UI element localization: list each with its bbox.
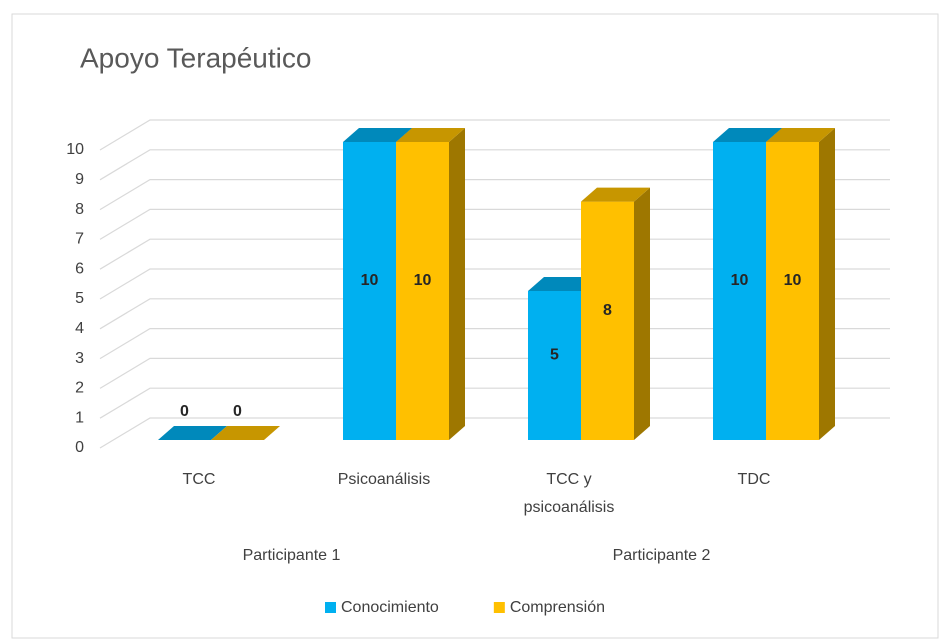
y-tick-label: 2 (75, 380, 84, 397)
bar-front (713, 142, 766, 440)
data-label: 10 (414, 272, 432, 289)
data-label: 10 (731, 272, 749, 289)
bar-side (449, 128, 465, 440)
y-tick-label: 7 (75, 231, 84, 248)
bar-top (581, 187, 650, 202)
bar-front (766, 142, 819, 440)
x-tick-label: TCC (183, 471, 216, 488)
data-label: 0 (233, 403, 242, 420)
grid-line (99, 179, 890, 211)
chart-title: Apoyo Terapéutico (80, 42, 311, 73)
bar (581, 187, 650, 440)
bar-side (634, 187, 650, 440)
data-label: 8 (603, 302, 612, 319)
legend-label: Conocimiento (341, 599, 439, 616)
bar-front (396, 142, 449, 440)
group-label: Participante 1 (243, 547, 341, 564)
y-tick-label: 0 (75, 439, 84, 456)
y-tick-label: 4 (75, 320, 84, 337)
grid-line (99, 119, 890, 151)
bar-top (158, 426, 227, 440)
data-label: 5 (550, 347, 559, 364)
y-tick-label: 9 (75, 171, 84, 188)
bar-top (211, 426, 280, 440)
legend-swatch (493, 602, 505, 613)
y-tick-label: 3 (75, 350, 84, 367)
bar (396, 128, 465, 440)
grid-line (99, 149, 890, 181)
data-label: 0 (180, 403, 189, 420)
bar-front (343, 142, 396, 440)
bar-top (766, 128, 835, 142)
bar-front (528, 291, 581, 440)
y-tick-label: 6 (75, 260, 84, 277)
bar (211, 426, 280, 440)
y-tick-label: 5 (75, 290, 84, 307)
bar-top (528, 277, 597, 291)
bar-top (343, 128, 412, 142)
y-tick-label: 8 (75, 201, 84, 218)
data-label: 10 (361, 272, 379, 289)
bar-side (819, 128, 835, 440)
bar-front (581, 201, 634, 440)
x-tick-label: TCC y psicoanálisis (524, 471, 615, 516)
legend-swatch (325, 602, 336, 613)
y-tick-label: 10 (66, 141, 84, 158)
bar-top (396, 128, 465, 142)
y-tick-label: 1 (75, 409, 84, 426)
x-tick-label: Psicoanálisis (338, 471, 430, 488)
group-label: Participante 2 (613, 547, 711, 564)
label-line: TCC y (546, 471, 591, 488)
legend-label: Comprensión (510, 599, 605, 616)
x-tick-label: TDC (738, 471, 771, 488)
bar-top (713, 128, 782, 142)
bar (766, 128, 835, 440)
data-label: 10 (784, 272, 802, 289)
label-line: psicoanálisis (524, 499, 615, 516)
bar (158, 426, 227, 440)
